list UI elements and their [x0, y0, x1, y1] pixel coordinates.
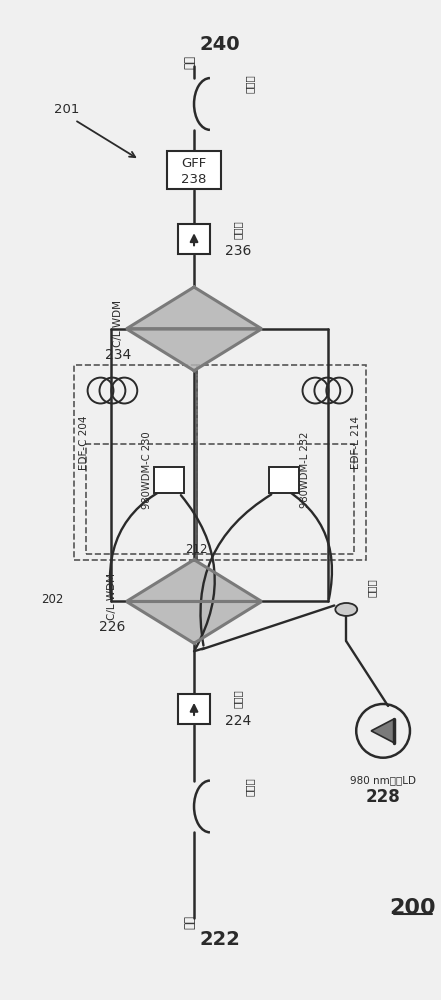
Bar — [74, 365, 197, 560]
Bar — [197, 365, 366, 560]
Text: 隔离器: 隔离器 — [233, 220, 243, 239]
Bar — [86, 444, 197, 554]
Text: 238: 238 — [181, 173, 207, 186]
Text: 222: 222 — [199, 930, 240, 949]
Polygon shape — [371, 719, 394, 743]
Text: 226: 226 — [99, 620, 126, 634]
Text: EDF-C 204: EDF-C 204 — [78, 415, 89, 470]
Polygon shape — [127, 601, 262, 643]
Text: 240: 240 — [200, 35, 240, 54]
Polygon shape — [127, 287, 262, 329]
Text: C/L WDM: C/L WDM — [108, 573, 117, 620]
Text: 980WDM-C 230: 980WDM-C 230 — [142, 431, 152, 509]
FancyArrowPatch shape — [271, 481, 332, 599]
Text: C/L WDM: C/L WDM — [113, 300, 123, 347]
Text: 980 nm泵浦LD: 980 nm泵浦LD — [350, 776, 416, 786]
Bar — [154, 467, 184, 493]
Bar — [167, 151, 221, 189]
Text: 234: 234 — [105, 348, 131, 362]
Text: 输入: 输入 — [183, 915, 197, 929]
Text: EDF-L 214: EDF-L 214 — [351, 416, 361, 469]
FancyArrowPatch shape — [201, 494, 271, 646]
Text: 输出: 输出 — [183, 55, 197, 69]
Text: 228: 228 — [366, 788, 400, 806]
Text: 分接头: 分接头 — [245, 777, 255, 796]
Text: 隔离器: 隔离器 — [233, 690, 243, 708]
Bar — [269, 467, 299, 493]
Text: GFF: GFF — [181, 157, 207, 170]
Bar — [178, 224, 210, 254]
Text: 224: 224 — [224, 714, 251, 728]
Text: 201: 201 — [54, 103, 79, 116]
Text: 236: 236 — [224, 244, 251, 258]
Bar — [178, 694, 210, 724]
Text: 200: 200 — [390, 898, 436, 918]
Ellipse shape — [335, 603, 357, 616]
Text: 分接头: 分接头 — [367, 578, 377, 597]
Bar — [197, 444, 354, 554]
FancyArrowPatch shape — [181, 495, 215, 649]
Polygon shape — [127, 329, 262, 371]
Text: 980WDM-L 232: 980WDM-L 232 — [300, 432, 310, 508]
Polygon shape — [127, 560, 262, 601]
Text: 202: 202 — [41, 593, 64, 606]
FancyArrowPatch shape — [110, 481, 182, 599]
Text: 分接头: 分接头 — [245, 75, 255, 93]
Text: 212: 212 — [185, 543, 207, 556]
